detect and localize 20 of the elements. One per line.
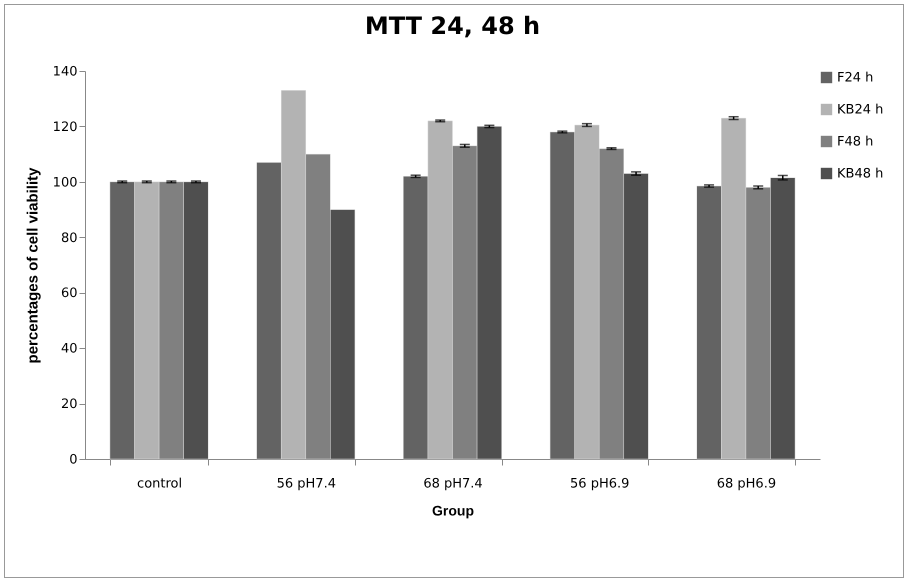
x-tick-label: control — [137, 476, 182, 492]
legend-label: KB48 h — [837, 166, 884, 182]
y-tick-label: 20 — [60, 397, 78, 412]
x-tick-label: 68 pH6.9 — [716, 476, 776, 492]
y-tick-label: 80 — [60, 230, 78, 246]
y-axis-title: percentages of cell viability — [24, 166, 42, 364]
chart-title: MTT 24, 48 h — [364, 12, 540, 40]
x-tick-label: 56 pH6.9 — [570, 476, 630, 492]
x-axis-title: Group — [432, 502, 474, 518]
x-tick-label: 56 pH7.4 — [276, 476, 336, 492]
y-tick-label: 120 — [52, 120, 78, 135]
x-tick-label: 68 pH7.4 — [423, 476, 483, 492]
legend-label: F48 h — [837, 134, 874, 150]
y-tick-label: 60 — [60, 286, 78, 302]
y-tick-label: 140 — [52, 64, 78, 80]
legend-label: F24 h — [837, 70, 874, 86]
y-tick-label: 40 — [60, 342, 78, 357]
y-tick-label: 0 — [69, 452, 78, 468]
y-tick-label: 100 — [52, 175, 78, 190]
legend-label: KB24 h — [837, 102, 884, 118]
